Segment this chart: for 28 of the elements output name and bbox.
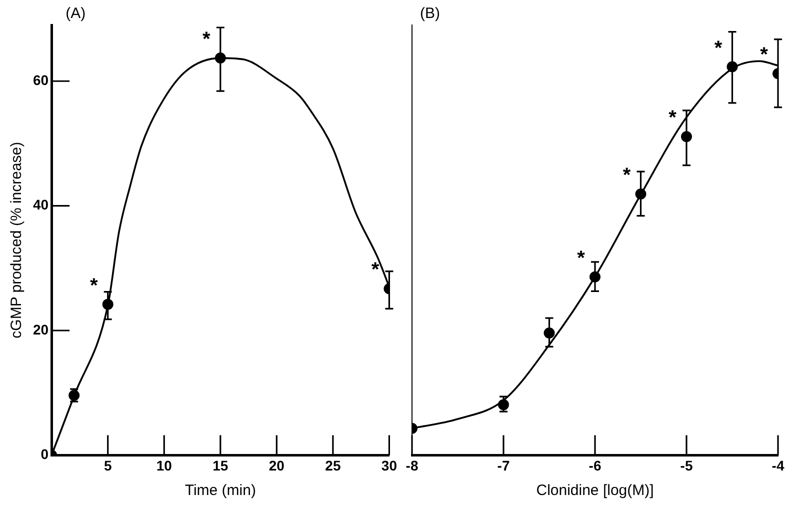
- x-tick-label: 15: [212, 457, 228, 474]
- x-tick-label: -6: [588, 457, 602, 474]
- y-axis-title: cGMP produced (% increase): [8, 142, 26, 338]
- x-tick-label: -7: [497, 457, 510, 474]
- x-tick-label: 20: [268, 457, 285, 474]
- chart-title: (B): [420, 5, 440, 22]
- x-tick-label: 25: [325, 457, 341, 474]
- annotation: *: [371, 259, 380, 282]
- x-axis-title: Clonidine [log(M)]: [536, 482, 654, 500]
- y-tick-label: 20: [32, 321, 49, 338]
- x-tick-label: -5: [680, 457, 693, 474]
- y-tick-label: 0: [40, 446, 49, 462]
- annotation: *: [760, 44, 768, 66]
- x-tick-label: 30: [381, 457, 398, 474]
- annotation: *: [668, 107, 677, 130]
- annotation: *: [577, 247, 586, 270]
- x-tick-label: 5: [104, 457, 112, 474]
- annotation: *: [202, 28, 210, 51]
- annotation: *: [714, 37, 722, 60]
- x-tick-label: -8: [406, 457, 418, 474]
- x-axis-title: Time (min): [184, 482, 256, 500]
- chart-title: (A): [66, 5, 86, 22]
- annotation: *: [90, 274, 98, 297]
- annotation: *: [622, 164, 631, 186]
- x-tick-label: -4: [772, 457, 784, 474]
- y-tick-label: 60: [32, 72, 49, 88]
- x-tick-label: 10: [156, 457, 172, 474]
- y-tick-label: 40: [32, 196, 49, 213]
